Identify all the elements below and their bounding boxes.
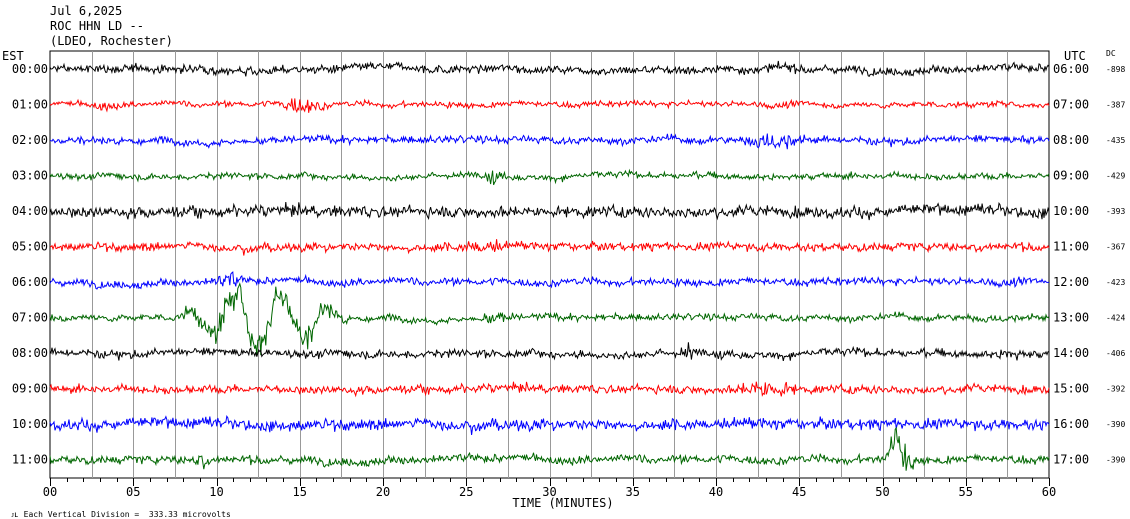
dc-offset-value: -429 <box>1106 172 1125 181</box>
est-time-label: 01:00 <box>12 98 48 112</box>
x-tick-label: 55 <box>959 485 973 499</box>
trace-0500 <box>49 239 1050 256</box>
dc-offset-value: -390 <box>1106 420 1125 429</box>
est-time-label: 02:00 <box>12 133 48 147</box>
utc-time-label: 12:00 <box>1053 275 1089 289</box>
utc-time-label: 08:00 <box>1053 133 1089 147</box>
trace-0700 <box>49 282 1050 356</box>
est-time-label: 05:00 <box>12 240 48 254</box>
est-time-label: 09:00 <box>12 382 48 396</box>
dc-offset-value: -367 <box>1106 243 1125 252</box>
utc-zone-label: UTC <box>1064 49 1086 63</box>
scale-marker-icon: ᴊʟ <box>11 510 24 519</box>
x-tick-label: 40 <box>709 485 723 499</box>
dc-offset-value: -392 <box>1106 385 1125 394</box>
vertical-scale-note: ᴊʟ Each Vertical Division = 333.33 micro… <box>2 501 231 519</box>
est-time-label: 08:00 <box>12 346 48 360</box>
trace-0000 <box>49 60 1050 77</box>
dc-offset-value: -435 <box>1106 136 1125 145</box>
utc-time-label: 07:00 <box>1053 98 1089 112</box>
trace-1000 <box>49 415 1050 435</box>
utc-time-label: 11:00 <box>1053 240 1089 254</box>
trace-1100 <box>49 426 1050 471</box>
est-time-label: 11:00 <box>12 453 48 467</box>
est-zone-label: EST <box>2 49 24 63</box>
station-code: ROC HHN LD -- <box>50 19 144 33</box>
est-time-label: 06:00 <box>12 275 48 289</box>
utc-time-label: 09:00 <box>1053 169 1089 183</box>
x-tick-label: 20 <box>376 485 390 499</box>
dc-offset-value: -406 <box>1106 349 1125 358</box>
label-layer: 00 05 10 15 20 25 30 35 40 45 50 55 60 00:00 06:00 -898… <box>12 62 1126 499</box>
network-name: (LDEO, Rochester) <box>50 34 173 48</box>
dc-offset-value: -387 <box>1106 101 1125 110</box>
utc-time-label: 10:00 <box>1053 204 1089 218</box>
est-time-label: 10:00 <box>12 417 48 431</box>
x-tick-label: 10 <box>209 485 223 499</box>
dc-offset-value: -390 <box>1106 456 1125 465</box>
trace-0800 <box>49 342 1050 362</box>
dc-offset-value: -393 <box>1106 207 1125 216</box>
utc-time-label: 17:00 <box>1053 453 1089 467</box>
est-time-label: 00:00 <box>12 62 48 76</box>
est-time-label: 03:00 <box>12 169 48 183</box>
trace-layer <box>49 60 1050 471</box>
est-time-label: 07:00 <box>12 311 48 325</box>
dc-offset-value: -423 <box>1106 278 1125 287</box>
utc-time-label: 14:00 <box>1053 346 1089 360</box>
trace-0300 <box>49 168 1050 186</box>
grid-lines <box>49 50 1050 486</box>
x-tick-label: 05 <box>126 485 140 499</box>
x-tick-label: 30 <box>542 485 556 499</box>
scale-note-text: Each Vertical Division = 333.33 microvol… <box>23 510 231 519</box>
dc-offset-value: -424 <box>1106 314 1125 323</box>
utc-time-label: 06:00 <box>1053 62 1089 76</box>
dc-offset-value: -898 <box>1106 65 1125 74</box>
utc-time-label: 13:00 <box>1053 311 1089 325</box>
trace-0100 <box>49 98 1050 114</box>
x-tick-label: 15 <box>293 485 307 499</box>
est-time-label: 04:00 <box>12 204 48 218</box>
trace-0900 <box>49 381 1050 398</box>
dc-offset-header: DC <box>1106 49 1116 58</box>
trace-0400 <box>49 202 1050 221</box>
x-tick-label: 60 <box>1042 485 1056 499</box>
utc-time-label: 16:00 <box>1053 417 1089 431</box>
recording-date: Jul 6,2025 <box>50 4 123 18</box>
x-axis-label: TIME (MINUTES) <box>512 496 613 510</box>
plot-frame <box>49 50 1050 479</box>
x-tick-label: 35 <box>626 485 640 499</box>
x-tick-label: 50 <box>875 485 889 499</box>
trace-0600 <box>49 271 1050 290</box>
utc-time-label: 15:00 <box>1053 382 1089 396</box>
x-tick-label: 00 <box>43 485 57 499</box>
x-tick-label: 45 <box>792 485 806 499</box>
x-tick-label: 25 <box>459 485 473 499</box>
trace-0200 <box>49 133 1050 150</box>
